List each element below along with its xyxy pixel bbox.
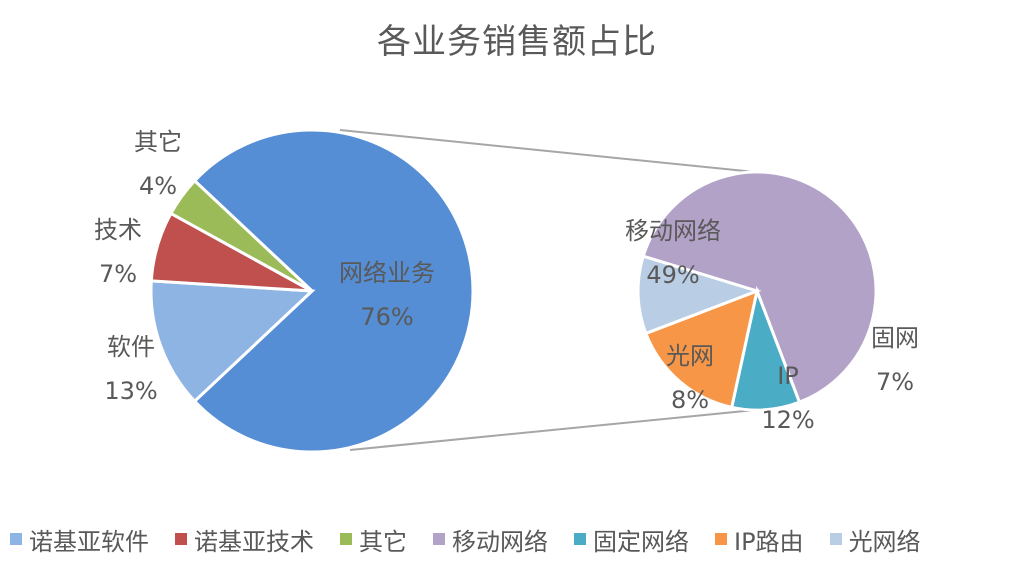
data-label-percent: 49%: [646, 261, 699, 289]
legend-item: 诺基亚技术: [175, 522, 314, 557]
data-labels: 网络业务 76% 软件 13% 技术 7% 其它 4% 移动网络 49% 固网 7% IP 12% 光网 8%: [94, 128, 919, 434]
data-label-percent: 4%: [139, 172, 177, 200]
data-label-percent: 8%: [671, 386, 709, 414]
legend-swatch: [715, 533, 727, 545]
legend-label: 移动网络: [452, 527, 548, 556]
data-label-category: 光网: [666, 342, 714, 370]
chart-title: 各业务销售额占比: [377, 22, 657, 62]
legend-label: 其它: [359, 527, 407, 556]
main-pie-slice: [168, 178, 314, 293]
data-label-category: 网络业务: [339, 259, 435, 287]
legend-item: 固定网络: [574, 522, 689, 557]
data-label-category: 固网: [871, 324, 919, 352]
data-label-category: 技术: [94, 216, 142, 244]
main-pie-slice: [192, 128, 475, 454]
legend-item: 诺基亚软件: [10, 522, 149, 557]
data-label-category: 其它: [134, 128, 182, 156]
data-label-category: IP: [777, 362, 799, 390]
main-pie: [149, 128, 475, 454]
legend-label: 固定网络: [593, 527, 689, 556]
data-label-percent: 7%: [99, 260, 137, 288]
secondary-pie-slice: [641, 170, 878, 405]
main-pie-slice: [149, 279, 316, 404]
legend-swatch: [175, 533, 187, 545]
legend-label: IP路由: [734, 527, 804, 556]
secondary-pie-slice: [636, 254, 762, 336]
legend-label: 诺基亚技术: [194, 527, 314, 556]
legend-item: 其它: [340, 522, 407, 557]
legend-item: IP路由: [715, 522, 804, 557]
legend-swatch: [829, 533, 842, 545]
connector-line-bottom: [349, 409, 756, 451]
secondary-pie-slice: [643, 288, 760, 410]
data-label-percent: 13%: [104, 377, 157, 405]
legend-label: 诺基亚软件: [29, 527, 149, 556]
secondary-pie: [636, 170, 878, 412]
legend-item: 移动网络: [433, 522, 548, 557]
connector-line-top: [339, 129, 756, 173]
legend-swatch: [433, 533, 445, 545]
legend-swatch: [574, 533, 586, 545]
legend-item: 光网络: [829, 522, 921, 557]
data-label-category: 软件: [107, 333, 155, 361]
data-label-percent: 7%: [876, 368, 914, 396]
legend-swatch: [10, 533, 22, 545]
legend-label: 光网络: [848, 527, 921, 556]
legend-swatch: [340, 533, 352, 545]
data-label-percent: 76%: [360, 303, 413, 331]
data-label-category: 移动网络: [625, 217, 721, 245]
chart-legend: 诺基亚软件 诺基亚技术 其它 移动网络 固定网络 IP路由 光网络: [10, 522, 1030, 556]
connector-lines: [339, 129, 756, 451]
data-label-percent: 12%: [761, 406, 814, 434]
